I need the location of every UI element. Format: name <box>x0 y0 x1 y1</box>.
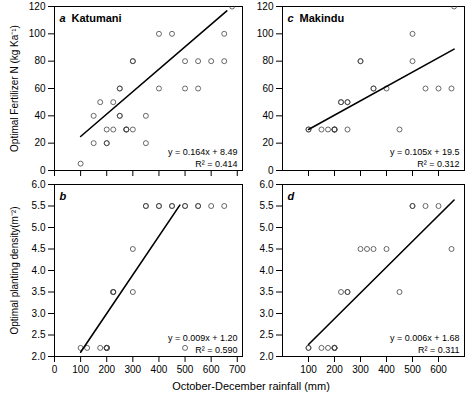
svg-text:R² = 0.311: R² = 0.311 <box>418 345 460 355</box>
svg-text:4.0: 4.0 <box>32 265 46 276</box>
svg-text:3.5: 3.5 <box>260 286 274 297</box>
svg-text:y = 0.164x + 8.49: y = 0.164x + 8.49 <box>168 147 238 157</box>
svg-text:200: 200 <box>326 364 343 375</box>
svg-text:60: 60 <box>34 83 46 94</box>
svg-text:6.0: 6.0 <box>32 179 46 190</box>
svg-text:4.5: 4.5 <box>32 243 46 254</box>
svg-text:4.5: 4.5 <box>260 243 274 254</box>
svg-text:Optimal Fertilizer N (kg Ka⁻¹): Optimal Fertilizer N (kg Ka⁻¹) <box>9 25 20 152</box>
svg-text:5.5: 5.5 <box>32 200 46 211</box>
svg-text:600: 600 <box>203 364 220 375</box>
svg-text:600: 600 <box>430 364 447 375</box>
svg-text:y = 0.009x + 1.20: y = 0.009x + 1.20 <box>168 333 238 343</box>
svg-text:80: 80 <box>262 55 274 66</box>
svg-text:4.0: 4.0 <box>260 265 274 276</box>
svg-text:R² = 0.590: R² = 0.590 <box>195 345 237 355</box>
svg-text:0: 0 <box>52 364 58 375</box>
svg-text:a: a <box>60 12 66 24</box>
svg-text:3.0: 3.0 <box>32 308 46 319</box>
svg-text:120: 120 <box>257 1 274 12</box>
svg-text:5.5: 5.5 <box>260 200 274 211</box>
svg-text:300: 300 <box>124 364 141 375</box>
svg-text:R² = 0.414: R² = 0.414 <box>195 159 237 169</box>
svg-text:500: 500 <box>404 364 421 375</box>
svg-text:5.0: 5.0 <box>32 222 46 233</box>
svg-text:y = 0.105x + 19.5: y = 0.105x + 19.5 <box>390 147 460 157</box>
svg-text:60: 60 <box>262 83 274 94</box>
svg-text:400: 400 <box>378 364 395 375</box>
svg-text:5.0: 5.0 <box>260 222 274 233</box>
svg-text:100: 100 <box>257 28 274 39</box>
svg-text:3.5: 3.5 <box>32 286 46 297</box>
svg-text:400: 400 <box>151 364 168 375</box>
svg-text:100: 100 <box>300 364 317 375</box>
svg-text:Makindu: Makindu <box>300 12 345 24</box>
svg-text:R² = 0.312: R² = 0.312 <box>417 159 459 169</box>
svg-text:3.0: 3.0 <box>260 308 274 319</box>
svg-text:500: 500 <box>177 364 194 375</box>
svg-text:c: c <box>288 12 294 24</box>
svg-text:300: 300 <box>352 364 369 375</box>
svg-text:2.0: 2.0 <box>260 351 274 362</box>
svg-text:b: b <box>60 190 67 202</box>
svg-text:y = 0.006x + 1.68: y = 0.006x + 1.68 <box>390 333 460 343</box>
svg-text:2.5: 2.5 <box>32 329 46 340</box>
svg-text:200: 200 <box>98 364 115 375</box>
svg-text:2.0: 2.0 <box>32 351 46 362</box>
svg-text:700: 700 <box>229 364 246 375</box>
svg-text:20: 20 <box>34 137 46 148</box>
svg-text:6.0: 6.0 <box>260 179 274 190</box>
svg-text:100: 100 <box>29 28 46 39</box>
svg-text:20: 20 <box>262 137 274 148</box>
html-text:October-December rainfall (mm): October-December rainfall (mm) <box>172 380 330 392</box>
svg-text:0: 0 <box>268 165 274 176</box>
svg-text:40: 40 <box>262 110 274 121</box>
svg-text:100: 100 <box>72 364 89 375</box>
svg-text:2.5: 2.5 <box>260 329 274 340</box>
svg-text:80: 80 <box>34 55 46 66</box>
svg-text:Optimal planting density(m⁻²): Optimal planting density(m⁻²) <box>9 206 20 334</box>
svg-text:d: d <box>288 190 295 202</box>
svg-text:120: 120 <box>29 1 46 12</box>
svg-text:Katumani: Katumani <box>72 12 122 24</box>
svg-text:40: 40 <box>34 110 46 121</box>
svg-text:0: 0 <box>40 165 46 176</box>
